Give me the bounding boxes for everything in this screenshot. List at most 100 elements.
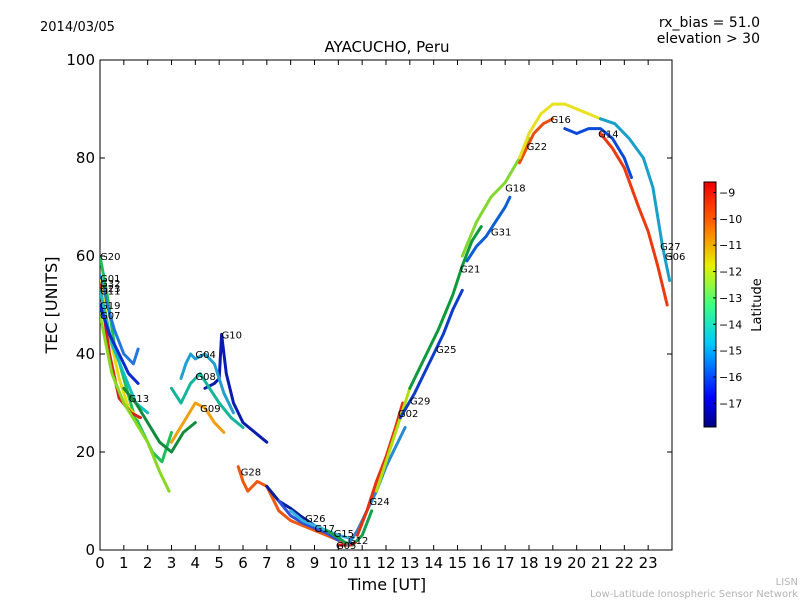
satellite-label-g32: G32 xyxy=(100,279,120,290)
footer-network: Low-Latitude Ionospheric Sensor Network xyxy=(590,589,798,600)
satellite-label-g10: G10 xyxy=(222,330,242,341)
satellite-label-g22: G22 xyxy=(527,142,547,153)
y-tick-label: 80 xyxy=(76,149,95,167)
series-g08 xyxy=(170,372,245,429)
colorbar-label: Latitude xyxy=(750,278,765,332)
colorbar-ticks: −9 −10 −11 −12 −13 −14 −15 −16 −17 xyxy=(713,187,742,410)
satellite-label-g29: G29 xyxy=(410,397,430,408)
satellite-label-g04: G04 xyxy=(195,350,215,361)
series-g31 xyxy=(465,195,512,263)
satellite-label-g15: G15 xyxy=(334,529,354,540)
x-tick-label: 6 xyxy=(238,554,248,572)
x-axis-label: Time [UT] xyxy=(347,575,426,594)
x-tick-label: 13 xyxy=(400,554,419,572)
satellite-label-g08: G08 xyxy=(195,372,215,383)
x-tick-label: 2 xyxy=(143,554,153,572)
chart-title: AYACUCHO, Peru xyxy=(324,38,449,56)
colorbar-tick-label: −11 xyxy=(719,239,742,252)
satellite-label-g11: G11 xyxy=(100,286,120,297)
series-g01 xyxy=(100,274,140,366)
date-label: 2014/03/05 xyxy=(40,20,115,35)
x-tick-label: 9 xyxy=(310,554,320,572)
series-g05 xyxy=(336,541,357,547)
series-g07 xyxy=(100,313,171,493)
satellite-label-g02: G02 xyxy=(398,409,418,420)
satellite-label-g06: G06 xyxy=(665,252,685,263)
y-tick-label: 100 xyxy=(66,51,95,69)
x-tick-label: 7 xyxy=(262,554,272,572)
x-tick-label: 20 xyxy=(567,554,586,572)
series-g06 xyxy=(599,132,669,307)
x-tick-label: 14 xyxy=(424,554,443,572)
series-g02 xyxy=(355,401,405,537)
satellite-label-g27: G27 xyxy=(660,242,680,253)
series-g17 xyxy=(277,499,340,542)
x-tick-label: 19 xyxy=(543,554,562,572)
satellite-label-g23: G23 xyxy=(100,284,120,295)
satellite-label-g25: G25 xyxy=(436,345,456,356)
y-tick-label: 20 xyxy=(76,443,95,461)
x-tick-label: 3 xyxy=(167,554,177,572)
satellite-label-g01: G01 xyxy=(100,274,120,285)
y-tick-label: 60 xyxy=(76,247,95,265)
colorbar-tick-label: −16 xyxy=(719,371,742,384)
x-tick-label: 10 xyxy=(329,554,348,572)
y-axis: 0 20 40 60 80 100 xyxy=(66,51,672,559)
satellite-label-g16: G16 xyxy=(550,115,570,126)
series-g24 xyxy=(346,426,407,547)
series-g21 xyxy=(408,225,483,390)
colorbar-tick-label: −13 xyxy=(719,292,742,305)
plot-frame xyxy=(99,59,673,551)
satellite-label-g21: G21 xyxy=(460,264,480,275)
series-g23 xyxy=(100,283,142,420)
x-tick-label: 4 xyxy=(191,554,201,572)
satellite-label-g12: G12 xyxy=(348,536,368,547)
x-tick-label: 17 xyxy=(496,554,515,572)
x-tick-label: 23 xyxy=(639,554,658,572)
satellite-label-g13: G13 xyxy=(129,394,149,405)
satellite-label-g05: G05 xyxy=(336,541,356,552)
colorbar xyxy=(703,181,717,428)
x-tick-label: 18 xyxy=(519,554,538,572)
colorbar-tick-label: −9 xyxy=(719,187,735,200)
satellite-label-g09: G09 xyxy=(200,404,220,415)
x-tick-label: 5 xyxy=(214,554,224,572)
series-g14 xyxy=(563,127,633,180)
y-axis-label: TEC [UNITS] xyxy=(42,257,61,355)
x-tick-label: 12 xyxy=(376,554,395,572)
x-tick-label: 22 xyxy=(615,554,634,572)
satellite-label-g17: G17 xyxy=(315,524,335,535)
satellite-label-g28: G28 xyxy=(241,468,261,479)
x-tick-label: 15 xyxy=(448,554,467,572)
colorbar-tick-label: −14 xyxy=(719,318,742,331)
satellite-label-g31: G31 xyxy=(491,228,511,239)
series-layer xyxy=(100,102,672,547)
satellite-label-g07: G07 xyxy=(100,311,120,322)
series-g09 xyxy=(170,401,226,444)
series-g13 xyxy=(122,386,197,454)
x-tick-label: 1 xyxy=(119,554,129,572)
y-tick-label: 0 xyxy=(85,541,95,559)
series-g25 xyxy=(398,288,464,420)
colorbar-tick-label: −12 xyxy=(719,266,742,279)
series-g28 xyxy=(236,465,350,547)
satellite-label-g14: G14 xyxy=(598,130,618,141)
satellite-label-g26: G26 xyxy=(305,514,325,525)
x-tick-label: 11 xyxy=(353,554,372,572)
series-g15 xyxy=(289,509,350,540)
rx-bias-label: rx_bias = 51.0 xyxy=(659,15,760,31)
colorbar-tick-label: −15 xyxy=(719,345,742,358)
x-axis: 0 1 2 3 4 5 6 7 8 9 10 11 12 13 14 15 16 17 18 19 20 21 22 23 xyxy=(95,60,658,572)
series-g27 xyxy=(599,117,672,282)
colorbar-tick-label: −10 xyxy=(719,213,742,226)
x-tick-label: 16 xyxy=(472,554,491,572)
x-tick-label: 21 xyxy=(591,554,610,572)
series-g10 xyxy=(203,332,269,444)
series-g16 xyxy=(518,102,602,160)
series-g19 xyxy=(100,303,140,385)
footer-lisn: LISN xyxy=(776,577,798,588)
x-tick-label: 8 xyxy=(286,554,296,572)
series-g29 xyxy=(375,386,412,493)
